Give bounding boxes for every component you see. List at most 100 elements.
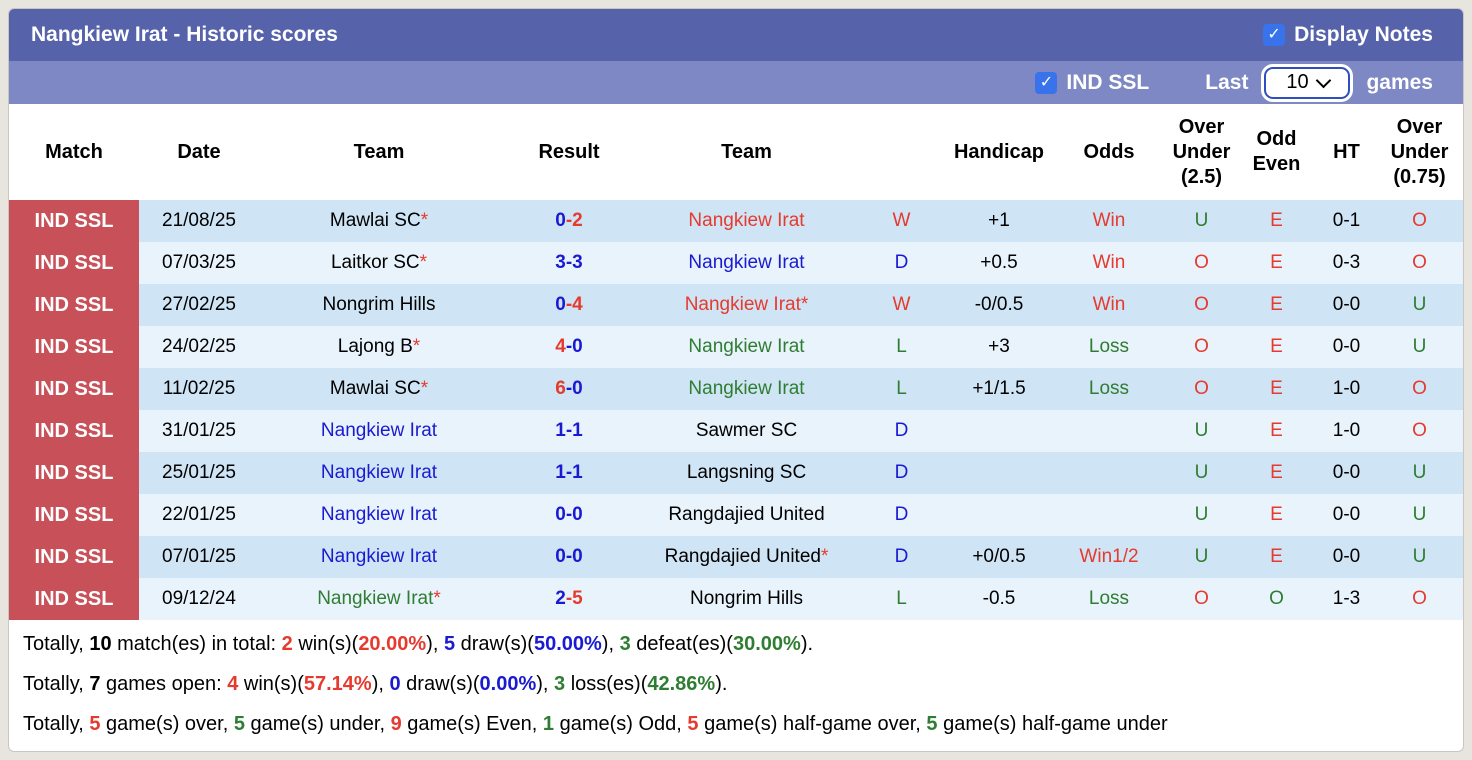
cell-over-under-075: U	[1374, 452, 1463, 494]
column-header: Handicap	[949, 104, 1049, 200]
cell-date: 31/01/25	[139, 410, 259, 452]
cell-over-under-075: O	[1374, 242, 1463, 284]
summary-section: Totally, 10 match(es) in total: 2 win(s)…	[9, 620, 1463, 744]
last-label: Last	[1205, 70, 1249, 94]
cell-handicap: +3	[949, 326, 1049, 368]
text-segment: Nangkiew Irat	[320, 420, 438, 441]
text-segment: ).	[715, 673, 728, 695]
display-notes-checkbox[interactable]: ✓	[1263, 24, 1286, 46]
cell-ht: 0-0	[1319, 494, 1374, 536]
title-bar: Nangkiew Irat - Historic scores ✓ Displa…	[9, 9, 1463, 61]
cell-odds: Win1/2	[1049, 536, 1169, 578]
cell-over-under-25: U	[1169, 200, 1234, 242]
cell-odds	[1049, 494, 1169, 536]
column-header: Team	[259, 104, 499, 200]
cell-ht: 0-0	[1319, 452, 1374, 494]
cell-date: 25/01/25	[139, 452, 259, 494]
league-checkbox[interactable]: ✓	[1035, 71, 1058, 94]
text-segment: loss(es)(	[565, 673, 648, 695]
cell-odd-even: E	[1234, 200, 1319, 242]
cell-away-team: Nangkiew Irat	[639, 368, 854, 410]
cell-handicap: +1	[949, 200, 1049, 242]
table-row: IND SSL 21/08/25 Mawlai SC* 0-2 Nangkiew Ira…	[9, 200, 1463, 242]
cell-over-under-25: U	[1169, 494, 1234, 536]
cell-date: 24/02/25	[139, 326, 259, 368]
cell-league: IND SSL	[9, 410, 139, 452]
text-segment: ),	[426, 633, 444, 655]
column-header: Result	[499, 104, 639, 200]
note-star: *	[800, 294, 809, 315]
cell-date: 27/02/25	[139, 284, 259, 326]
text-segment: 0-0	[555, 504, 583, 525]
text-segment: ),	[601, 633, 620, 655]
text-segment: 4	[555, 336, 566, 357]
text-segment: 2	[281, 633, 293, 655]
text-segment: 57.14%	[303, 673, 372, 695]
cell-over-under-075: U	[1374, 284, 1463, 326]
cell-handicap: -0.5	[949, 578, 1049, 620]
league-filter-control: ✓ IND SSL	[1035, 71, 1149, 95]
column-header	[854, 104, 949, 200]
cell-league: IND SSL	[9, 326, 139, 368]
games-count-select[interactable]: 10	[1264, 66, 1351, 99]
text-segment: Totally,	[23, 713, 90, 735]
cell-home-team: Nangkiew Irat	[259, 536, 499, 578]
text-segment: Nangkiew Irat	[688, 210, 805, 231]
cell-home-team: Laitkor SC*	[259, 242, 499, 284]
text-segment: 1	[542, 713, 555, 735]
text-segment: game(s) under,	[244, 713, 391, 735]
filter-bar: ✓ IND SSL Last 10 games	[9, 61, 1463, 104]
table-body: IND SSL 21/08/25 Mawlai SC* 0-2 Nangkiew Ira…	[9, 200, 1463, 620]
cell-ht: 0-3	[1319, 242, 1374, 284]
cell-ht: 0-1	[1319, 200, 1374, 242]
text-segment: 2	[555, 588, 566, 609]
cell-league: IND SSL	[9, 200, 139, 242]
note-star: *	[820, 546, 829, 567]
note-star: *	[419, 252, 428, 273]
cell-ht: 1-0	[1319, 368, 1374, 410]
table-row: IND SSL 07/03/25 Laitkor SC* 3-3 Nangkiew Ir…	[9, 242, 1463, 284]
cell-date: 07/03/25	[139, 242, 259, 284]
cell-away-team: Nangkiew Irat	[639, 242, 854, 284]
cell-odds: Loss	[1049, 578, 1169, 620]
cell-over-under-25: O	[1169, 368, 1234, 410]
cell-ht: 0-0	[1319, 326, 1374, 368]
cell-league: IND SSL	[9, 578, 139, 620]
text-segment: game(s) half-game over,	[698, 713, 927, 735]
cell-date: 22/01/25	[139, 494, 259, 536]
page-title: Nangkiew Irat - Historic scores	[31, 23, 338, 46]
header-row: Match Date Team Result Team Handicap Odds Over …	[9, 104, 1463, 200]
table-row: IND SSL 31/01/25 Nangkiew Irat 1-1 Sawmer SC…	[9, 410, 1463, 452]
cell-over-under-075: U	[1374, 326, 1463, 368]
text-segment: match(es) in total:	[111, 633, 282, 655]
text-segment: ),	[371, 673, 390, 695]
cell-over-under-075: O	[1374, 410, 1463, 452]
cell-ht: 1-0	[1319, 410, 1374, 452]
cell-handicap	[949, 494, 1049, 536]
text-segment: -5	[565, 588, 583, 609]
cell-home-team: Nangkiew Irat	[259, 452, 499, 494]
text-segment: game(s) over,	[100, 713, 234, 735]
text-segment: Nongrim Hills	[322, 294, 436, 315]
cell-home-team: Mawlai SC*	[259, 368, 499, 410]
cell-league: IND SSL	[9, 368, 139, 410]
text-segment: Mawlai SC	[329, 378, 421, 399]
cell-odd-even: E	[1234, 452, 1319, 494]
cell-away-team: Nangkiew Irat	[639, 200, 854, 242]
text-segment: Mawlai SC	[329, 210, 421, 231]
text-segment: 0.00%	[479, 673, 537, 695]
note-star: *	[420, 378, 429, 399]
text-segment: Nangkiew Irat	[684, 294, 801, 315]
cell-over-under-25: O	[1169, 326, 1234, 368]
text-segment: game(s) Odd,	[554, 713, 688, 735]
historic-scores-panel: Nangkiew Irat - Historic scores ✓ Displa…	[8, 8, 1464, 752]
column-header: HT	[1319, 104, 1374, 200]
text-segment: games open:	[100, 673, 228, 695]
cell-home-team: Nongrim Hills	[259, 284, 499, 326]
text-segment: draw(s)(	[455, 633, 534, 655]
text-segment: 6	[555, 378, 566, 399]
chevron-down-icon	[1315, 72, 1331, 88]
cell-odds	[1049, 410, 1169, 452]
cell-handicap	[949, 452, 1049, 494]
cell-league: IND SSL	[9, 494, 139, 536]
